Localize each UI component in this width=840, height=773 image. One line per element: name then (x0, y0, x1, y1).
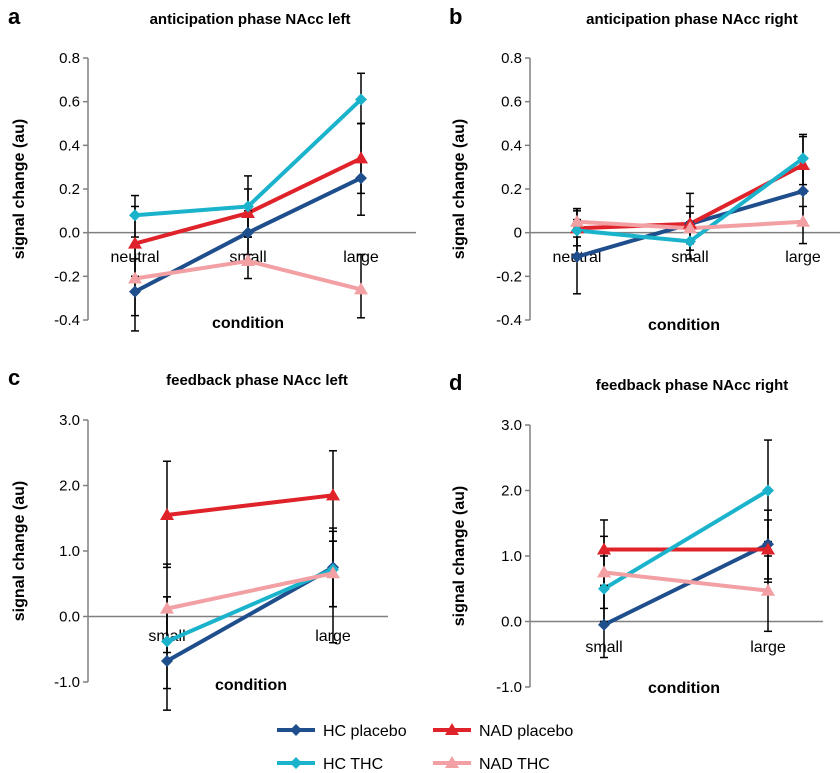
panel-b-y-tick-label: 0 (514, 225, 522, 242)
panel-a-point-hc-placebo (355, 172, 367, 185)
panel-b-y-axis-title: signal change (au) (451, 119, 468, 259)
panel-b-point-nad-thc (683, 221, 697, 234)
panel-d-point-hc-placebo (598, 618, 610, 631)
panel-b-y-tick-label: 0.2 (501, 181, 522, 198)
panel-d: d feedback phase NAcc right -1.0 0.0 1.0 2.0 3… (449, 370, 823, 697)
panel-a: a anticipation phase NAcc left -0.4 -0.2 0.0… (8, 4, 416, 332)
legend-label-nad-thc: NAD THC (479, 756, 550, 773)
panel-c-point-hc-thc (161, 635, 173, 648)
panel-c-line-nad-thc (166, 571, 334, 611)
legend-label-hc-placebo: HC placebo (323, 723, 407, 740)
panel-a-point-nad-placebo (354, 151, 368, 164)
panel-d-point-hc-thc (762, 484, 774, 497)
panel-c-title: feedback phase NAcc left (166, 372, 348, 389)
panel-a-point-hc-thc (129, 209, 141, 222)
panel-a-title: anticipation phase NAcc left (150, 11, 351, 28)
legend-entry-hc-placebo: HC placebo (277, 723, 407, 740)
panel-c-point-hc-placebo (161, 655, 173, 668)
panel-a-point-hc-thc (355, 93, 367, 106)
panel-a-y-tick-label: -0.4 (54, 312, 80, 329)
panel-a-y-tick-label: -0.2 (54, 268, 80, 285)
panel-b-point-hc-placebo (571, 250, 583, 263)
panel-a-y-tick-label: 0.6 (59, 94, 80, 111)
panel-a-point-nad-thc (241, 254, 255, 267)
panel-d-y-tick-label: -1.0 (496, 679, 522, 696)
panel-a-point-hc-thc (242, 200, 254, 213)
panel-c-point-nad-placebo (160, 507, 174, 520)
panel-b-category-large: large (785, 249, 821, 266)
panel-c-point-nad-thc (326, 566, 340, 579)
panel-d-point-hc-thc (598, 582, 610, 595)
panel-d-x-axis-title: condition (648, 680, 720, 697)
panel-a-letter: a (8, 4, 21, 29)
panel-b-point-hc-placebo (797, 185, 809, 198)
legend-marker-hc-placebo (290, 724, 302, 736)
panel-b-y-tick-label: 0.8 (501, 50, 522, 67)
panel-a-point-nad-placebo (128, 236, 142, 249)
panel-d-y-tick-label: 1.0 (501, 548, 522, 565)
panel-d-letter: d (449, 370, 462, 395)
panel-b-y-tick-label: -0.4 (496, 312, 522, 329)
panel-d-y-tick-label: 2.0 (501, 483, 522, 500)
panel-b-point-hc-thc (797, 152, 809, 165)
panel-d-y-tick-label: 0.0 (501, 614, 522, 631)
panel-a-y-tick-label: 0.0 (59, 225, 80, 242)
panel-d-y-axis-title: signal change (au) (451, 486, 468, 626)
panel-c-line-nad-placebo (166, 493, 334, 517)
panel-c-y-axis-title: signal change (au) (11, 481, 28, 621)
panel-b: b anticipation phase NAcc right -0.4 -0.2 0 0… (449, 4, 840, 334)
panel-b-x-axis-title: condition (648, 317, 720, 334)
legend-marker-hc-thc (290, 757, 302, 769)
panel-d-point-nad-placebo (597, 542, 611, 555)
panel-c-point-nad-placebo (326, 488, 340, 501)
panel-c-y-tick-label: -1.0 (54, 674, 80, 691)
panel-c-letter: c (8, 365, 20, 390)
panel-c-y-tick-label: 3.0 (59, 412, 80, 429)
panel-a-point-nad-thc (128, 271, 142, 284)
panel-c-y-tick-label: 2.0 (59, 478, 80, 495)
panel-d-point-nad-thc (761, 583, 775, 596)
legend-label-nad-placebo: NAD placebo (479, 723, 573, 740)
panel-a-y-tick-label: 0.8 (59, 50, 80, 67)
panel-b-point-hc-thc (684, 235, 696, 248)
legend-entry-nad-thc: NAD THC (433, 756, 550, 773)
panel-a-point-hc-placebo (129, 285, 141, 298)
panel-a-point-hc-placebo (242, 226, 254, 239)
panel-c-y-tick-label: 0.0 (59, 609, 80, 626)
panel-a-y-axis-title: signal change (au) (11, 119, 28, 259)
legend-entry-hc-thc: HC THC (277, 756, 383, 773)
panel-d-point-nad-placebo (761, 542, 775, 555)
panel-a-x-axis-title: condition (212, 315, 284, 332)
panel-b-point-hc-thc (571, 224, 583, 237)
panel-b-point-nad-thc (796, 214, 810, 227)
panel-a-y-tick-label: 0.2 (59, 181, 80, 198)
panel-d-line-hc-placebo (603, 542, 769, 627)
panel-b-letter: b (449, 4, 462, 29)
panel-c-line-hc-thc (166, 567, 334, 644)
panel-a-y-tick-label: 0.4 (59, 137, 80, 154)
panel-d-category-large: large (750, 639, 786, 656)
legend-label-hc-thc: HC THC (323, 756, 383, 773)
legend-marker-nad-placebo (445, 723, 459, 735)
panel-c: c feedback phase NAcc left -1.0 0.0 1.0 2.0 3.… (8, 365, 388, 711)
panel-b-point-nad-thc (570, 214, 584, 227)
panel-b-y-tick-label: -0.2 (496, 268, 522, 285)
panel-d-line-hc-thc (602, 488, 770, 591)
legend-entry-nad-placebo: NAD placebo (433, 723, 573, 740)
panel-c-point-nad-thc (160, 601, 174, 614)
panel-d-title: feedback phase NAcc right (596, 377, 789, 394)
panel-d-y-tick-label: 3.0 (501, 417, 522, 434)
panel-c-y-tick-label: 1.0 (59, 543, 80, 560)
panel-b-y-tick-label: 0.4 (501, 137, 522, 154)
panel-a-point-nad-thc (354, 282, 368, 295)
panel-b-y-tick-label: 0.6 (501, 94, 522, 111)
panel-d-point-nad-thc (597, 565, 611, 578)
legend-marker-nad-thc (445, 756, 459, 768)
legend: HC placebo NAD placebo HC THC NAD THC (277, 723, 573, 773)
panel-b-title: anticipation phase NAcc right (586, 11, 798, 28)
panel-c-x-axis-title: condition (215, 677, 287, 694)
panel-d-line-nad-thc (603, 570, 769, 593)
